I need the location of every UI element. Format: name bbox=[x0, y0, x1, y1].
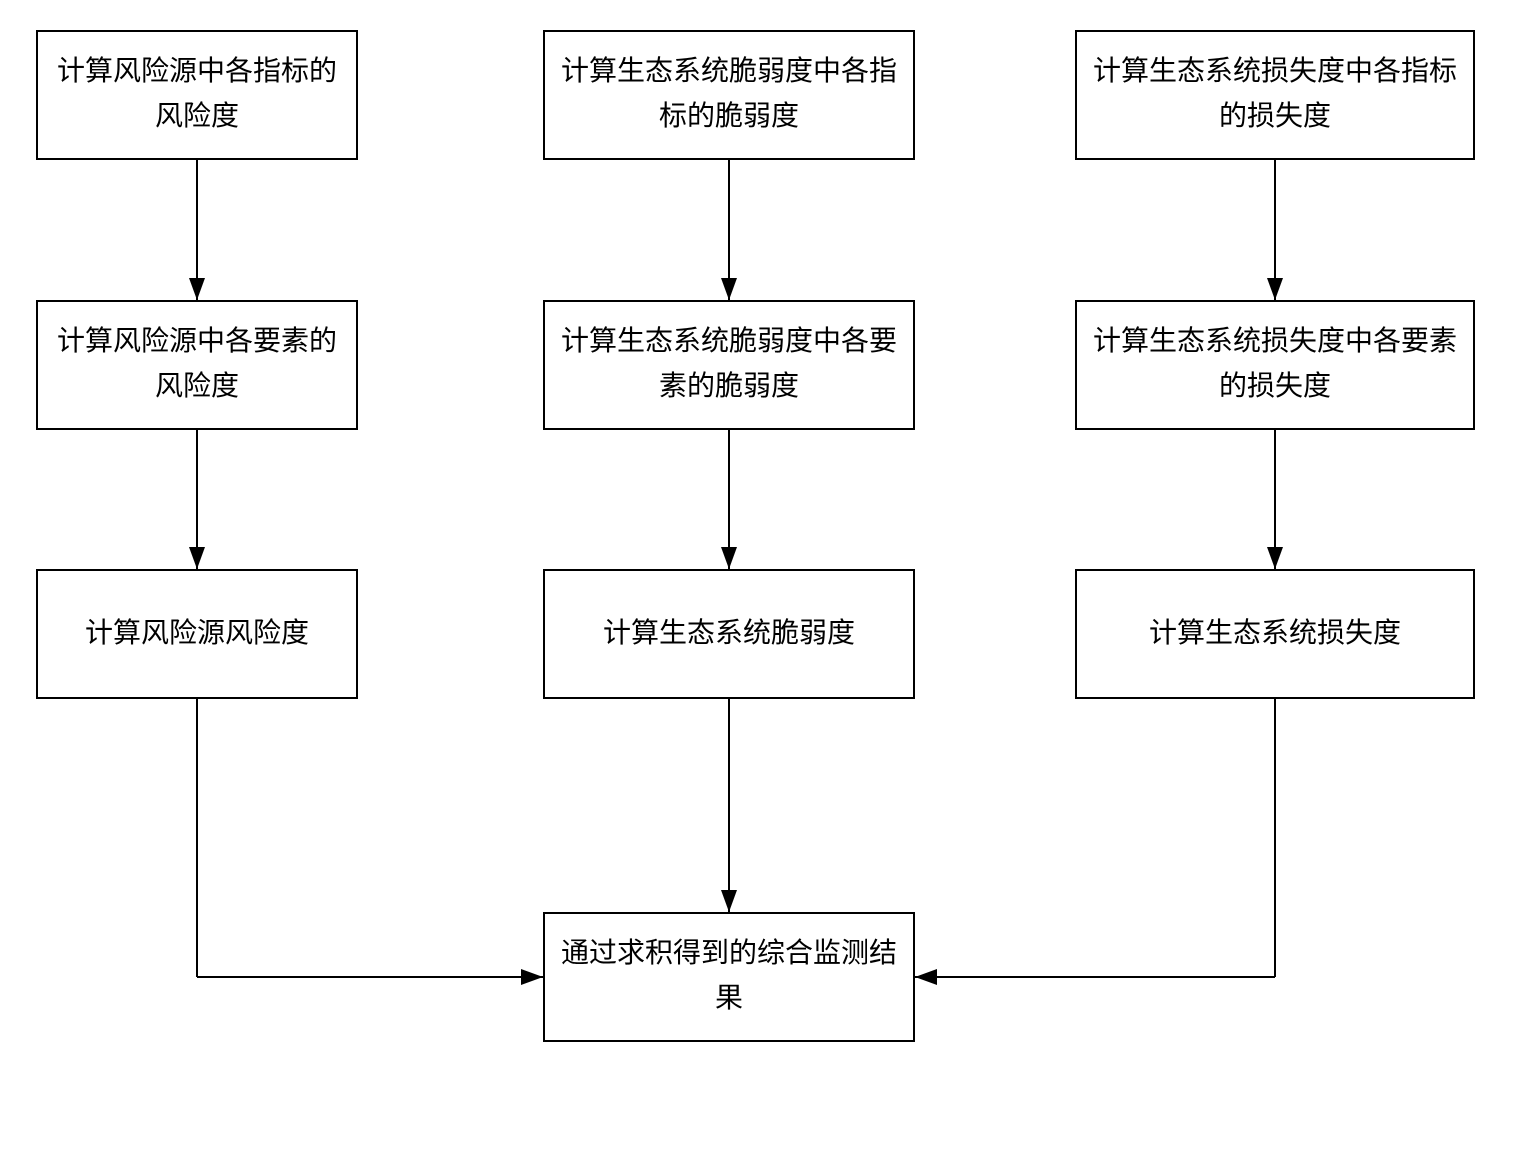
node-a2: 计算风险源中各要素的风险度 bbox=[36, 300, 358, 430]
node-c3: 计算生态系统损失度 bbox=[1075, 569, 1475, 699]
node-out: 通过求积得到的综合监测结果 bbox=[543, 912, 915, 1042]
flowchart-canvas: 计算风险源中各指标的风险度计算风险源中各要素的风险度计算风险源风险度 计算生态系统… bbox=[0, 0, 1527, 1167]
node-a3: 计算风险源风险度 bbox=[36, 569, 358, 699]
node-b2: 计算生态系统脆弱度中各要素的脆弱度 bbox=[543, 300, 915, 430]
node-c1: 计算生态系统损失度中各指标的损失度 bbox=[1075, 30, 1475, 160]
node-c2: 计算生态系统损失度中各要素的损失度 bbox=[1075, 300, 1475, 430]
node-a1: 计算风险源中各指标的风险度 bbox=[36, 30, 358, 160]
node-b1: 计算生态系统脆弱度中各指标的脆弱度 bbox=[543, 30, 915, 160]
node-b3: 计算生态系统脆弱度 bbox=[543, 569, 915, 699]
